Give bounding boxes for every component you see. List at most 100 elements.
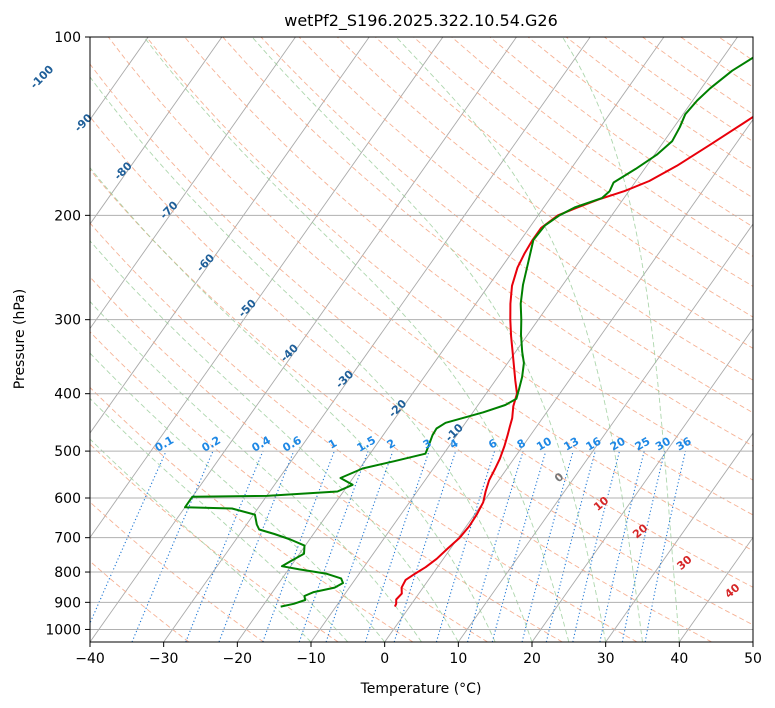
mixing-ratio-label: 4 <box>447 436 460 451</box>
line-labels: -100-90-80-70-60-50-40-30-20-100.1 0.2 0.4… <box>28 63 743 601</box>
mixing-ratio-line <box>491 450 547 642</box>
mixing-ratio-line <box>364 450 430 642</box>
x-tick-label: −20 <box>223 651 253 667</box>
dry-adiabat-line <box>90 115 753 626</box>
dry-adiabat-label: 30 <box>674 553 694 573</box>
isotherm-line <box>90 37 223 225</box>
y-axis: 100 200 300 400 500 600 700 800 900 1000 <box>45 30 90 638</box>
isotherm-line <box>531 327 753 642</box>
moist-adiabat-line <box>90 300 422 642</box>
x-tick-label: −40 <box>75 651 105 667</box>
dry-adiabat-line <box>90 222 638 642</box>
mixing-ratio-line <box>298 450 369 642</box>
isotherm-label: -80 <box>112 159 135 182</box>
mixing-ratio-label: 6 <box>486 436 499 451</box>
isotherm-label: -100 <box>28 63 57 92</box>
isotherm-line <box>384 118 753 642</box>
isotherm-line <box>90 37 370 434</box>
isotherm-label: -40 <box>278 341 301 364</box>
mixing-ratio-line <box>218 450 295 642</box>
profile-series <box>184 56 753 608</box>
dry-adiabat-line <box>90 560 190 642</box>
mixing-ratio-line <box>90 450 167 625</box>
dry-adiabat-line <box>184 37 753 481</box>
y-axis-label: Pressure (hPa) <box>12 289 28 389</box>
dry-adiabat-line <box>90 63 753 588</box>
isotherm-line <box>90 37 517 642</box>
isotherm-label: -90 <box>72 111 95 134</box>
isotherm-label: -30 <box>333 368 356 391</box>
isotherm-line <box>605 432 753 642</box>
dry-adiabat-line <box>489 37 753 228</box>
dry-adiabat-line <box>90 276 563 642</box>
dry-adiabat-line <box>146 37 753 516</box>
isotherm-line <box>90 37 296 330</box>
y-tick-label: 600 <box>54 491 81 507</box>
dry-adiabat-line <box>260 37 753 414</box>
moist-adiabat-line <box>90 438 312 642</box>
moist-adiabat-line <box>251 37 607 642</box>
moist-adiabat-line <box>90 240 459 642</box>
mixing-ratio-line <box>131 450 214 642</box>
dry-adiabat-label: 0 <box>552 470 566 485</box>
dry-adiabat-line <box>107 37 753 552</box>
y-tick-label: 800 <box>54 565 81 581</box>
background-lines <box>0 37 775 642</box>
dry-adiabat-line <box>90 168 712 642</box>
x-tick-label: −10 <box>296 651 326 667</box>
grid <box>90 36 753 630</box>
mixing-ratio-line <box>185 450 264 642</box>
chart-title: wetPf2_S196.2025.322.10.54.G26 <box>284 11 558 31</box>
dry-adiabat-line <box>642 37 753 115</box>
y-tick-label: 500 <box>54 444 81 460</box>
moist-adiabat-line <box>90 397 349 642</box>
moist-adiabat-line <box>562 37 680 642</box>
isotherm-line <box>752 641 753 642</box>
mixing-ratio-line <box>572 450 621 642</box>
moist-adiabat-line <box>90 167 496 642</box>
isotherm-label: -50 <box>236 297 259 320</box>
isotherm-line <box>0 37 1 642</box>
x-tick-label: 0 <box>380 651 389 667</box>
dry-adiabat-label: 10 <box>591 494 611 514</box>
y-tick-label: 900 <box>54 595 81 611</box>
dry-adiabat-label: 20 <box>630 521 650 541</box>
isotherm-line <box>236 37 665 642</box>
dry-adiabat-line <box>90 501 264 642</box>
x-axis-label: Temperature (°C) <box>360 681 482 697</box>
dry-adiabat-line <box>757 37 775 642</box>
dry-adiabat-line <box>90 443 339 642</box>
moist-adiabat-line <box>90 76 533 642</box>
mixing-ratio-line <box>393 450 457 642</box>
dry-adiabat-line <box>90 331 488 642</box>
mixing-ratio-line <box>262 450 335 642</box>
y-tick-label: 1000 <box>45 622 81 638</box>
x-tick-label: 30 <box>597 651 615 667</box>
y-tick-label: 200 <box>54 208 81 224</box>
x-tick-label: 50 <box>744 651 762 667</box>
plot-frame <box>89 36 754 643</box>
isotherm-line <box>310 37 738 642</box>
isotherm-label: -60 <box>194 251 217 274</box>
dry-adiabat-line <box>680 37 753 88</box>
mixing-ratio-label: 8 <box>515 437 528 452</box>
x-axis: −40 −30 −20 −10 0 10 20 30 40 50 <box>75 642 762 667</box>
mixing-ratio-line <box>325 450 394 642</box>
y-tick-label: 400 <box>54 387 81 403</box>
x-tick-label: −30 <box>149 651 179 667</box>
moist-adiabat-line <box>395 37 643 642</box>
isotherm-label: -20 <box>386 397 409 420</box>
x-tick-label: 40 <box>670 651 688 667</box>
y-tick-label: 300 <box>54 313 81 329</box>
dry-adiabat-line <box>451 37 753 257</box>
mixing-ratio-line <box>435 450 496 642</box>
dry-adiabat-label: 40 <box>722 581 742 601</box>
isotherm-line <box>163 37 591 642</box>
isotherm-line <box>90 37 444 539</box>
dewpoint-profile-line <box>184 56 753 608</box>
mixing-ratio-line <box>644 450 687 642</box>
isotherm-line <box>678 536 753 642</box>
dry-adiabat-line <box>375 37 753 318</box>
isotherm-label: -70 <box>157 198 180 221</box>
